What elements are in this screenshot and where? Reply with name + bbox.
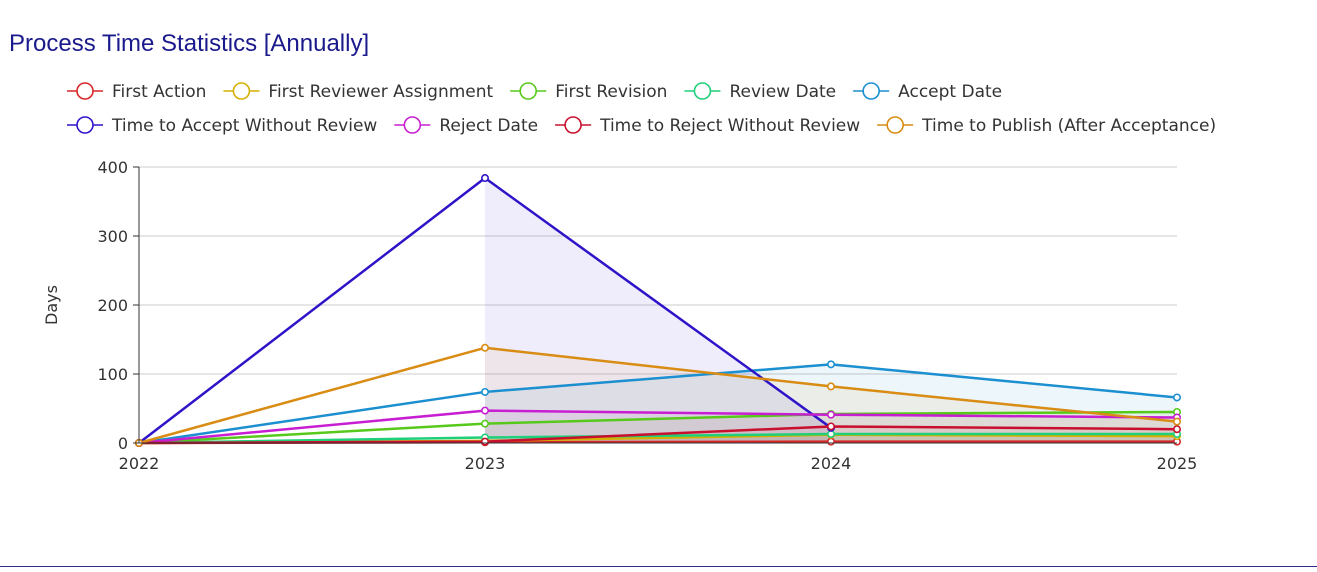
legend-label: First Reviewer Assignment: [268, 82, 493, 102]
legend-label: Time to Publish (After Acceptance): [921, 116, 1216, 136]
x-tick-label-2023: 2023: [465, 454, 506, 473]
legend: First Action First Reviewer Assignment Fir…: [67, 82, 1216, 136]
y-tick-label: 300: [97, 227, 128, 246]
series-line-8: [138, 346, 1178, 445]
series-line-2: [138, 410, 1178, 445]
legend-item-8[interactable]: Time to Publish (After Acceptance): [877, 116, 1216, 136]
series-lines: [138, 176, 1178, 445]
data-point[interactable]: [826, 422, 835, 431]
legend-item-3[interactable]: Review Date: [684, 82, 836, 102]
data-point[interactable]: [1173, 425, 1182, 434]
y-tick-label: 0: [118, 434, 128, 453]
y-tick-label: 100: [97, 365, 128, 384]
data-point[interactable]: [480, 174, 489, 183]
legend-marker-icon: [76, 82, 94, 100]
y-axis-label: Days: [42, 285, 61, 325]
legend-label: Review Date: [729, 82, 836, 102]
data-point[interactable]: [826, 382, 835, 391]
data-point[interactable]: [1173, 393, 1182, 402]
legend-item-0[interactable]: First Action: [67, 82, 206, 102]
legend-label: First Action: [112, 82, 206, 102]
legend-marker-icon: [76, 116, 94, 134]
legend-marker-icon: [519, 82, 538, 100]
axes: 0 100 200 300 400 2022 2023 2024 2025 Days: [42, 158, 1197, 473]
data-point[interactable]: [480, 437, 489, 446]
legend-marker-icon: [886, 116, 904, 134]
legend-label: Time to Accept Without Review: [111, 116, 377, 136]
legend-item-5[interactable]: Time to Accept Without Review: [67, 116, 377, 136]
data-point[interactable]: [826, 437, 835, 446]
legend-marker-icon: [564, 116, 582, 134]
legend-item-1[interactable]: First Reviewer Assignment: [223, 82, 494, 102]
data-point[interactable]: [480, 419, 489, 428]
legend-item-2[interactable]: First Revision: [510, 82, 667, 102]
legend-label: Accept Date: [898, 82, 1002, 102]
series-line-4: [138, 363, 1178, 445]
data-point[interactable]: [826, 360, 835, 369]
bottom-divider: [0, 566, 1317, 567]
chart-title: Process Time Statistics [Annually]: [9, 30, 370, 57]
y-tick-label: 200: [97, 296, 128, 315]
legend-item-7[interactable]: Time to Reject Without Review: [555, 116, 860, 136]
x-tick-label-2024: 2024: [811, 454, 852, 473]
x-tick-label-2025: 2025: [1157, 454, 1198, 473]
x-tick-label-2022: 2022: [119, 454, 160, 473]
data-point[interactable]: [480, 343, 489, 352]
legend-label: First Revision: [555, 82, 667, 102]
data-point[interactable]: [480, 387, 489, 396]
legend-item-4[interactable]: Accept Date: [853, 82, 1002, 102]
area-fills: [485, 178, 1177, 444]
legend-item-6[interactable]: Reject Date: [394, 116, 538, 136]
data-point[interactable]: [826, 410, 835, 419]
grid: [139, 166, 1177, 375]
series-line-6: [138, 409, 1178, 445]
series-line-7: [138, 425, 1178, 445]
legend-marker-icon: [693, 82, 712, 100]
legend-marker-icon: [862, 82, 880, 100]
series-line-3: [138, 432, 1177, 445]
legend-marker-icon: [403, 116, 422, 134]
legend-label: Time to Reject Without Review: [599, 116, 860, 136]
data-point[interactable]: [480, 406, 489, 415]
y-tick-label: 400: [97, 158, 128, 177]
area-fill-4: [485, 364, 1177, 443]
legend-marker-icon: [232, 82, 251, 100]
legend-label: Reject Date: [439, 116, 538, 136]
data-point[interactable]: [1173, 417, 1182, 426]
